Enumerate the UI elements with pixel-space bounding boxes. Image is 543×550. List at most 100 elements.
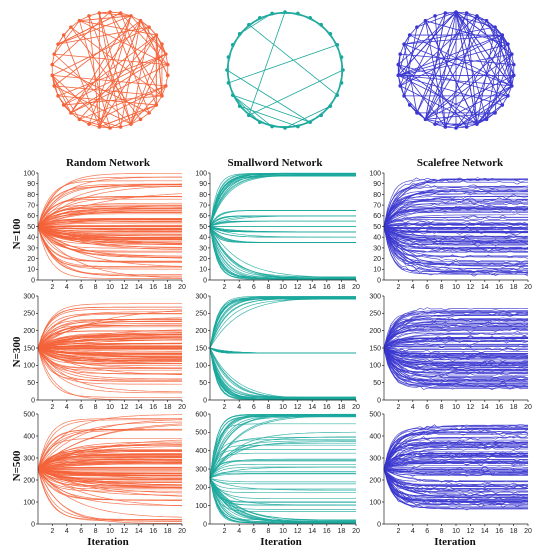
series-line <box>383 347 528 357</box>
series-line <box>209 347 356 354</box>
graph-node <box>475 14 479 18</box>
panel-random-N500: 0 100 200 300 400 500 2 4 6 8 10 12 14 16 18 20 <box>23 411 186 535</box>
series-line <box>209 478 356 523</box>
x-tick-label: 4 <box>237 284 241 291</box>
graph-edge <box>98 20 141 128</box>
series-line <box>37 468 182 473</box>
series-line <box>209 296 356 349</box>
x-tick-label: 2 <box>223 528 227 535</box>
y-tick-label: 500 <box>23 411 35 418</box>
graph-node <box>160 94 164 98</box>
y-tick-label: 80 <box>199 192 207 199</box>
x-tick-label: 14 <box>135 284 143 291</box>
series-line <box>37 193 183 227</box>
x-tick-label: 20 <box>524 528 532 535</box>
series-line <box>383 309 528 349</box>
series-line <box>383 347 528 382</box>
graph-node <box>230 43 235 47</box>
x-tick-label: 10 <box>279 528 287 535</box>
series-line <box>209 347 356 399</box>
graph-node <box>230 93 235 97</box>
series-line <box>37 414 183 470</box>
series-line <box>209 415 356 479</box>
series-line <box>37 468 182 479</box>
x-tick-label: 8 <box>440 528 444 535</box>
series-line <box>209 436 356 479</box>
series-line <box>37 468 183 494</box>
graph-edge <box>228 44 338 84</box>
series-line <box>383 347 528 354</box>
series-line <box>209 215 356 227</box>
x-tick-label: 12 <box>467 284 475 291</box>
graph-node <box>129 14 133 18</box>
graph-node <box>506 42 510 46</box>
series-line <box>37 333 183 349</box>
series-line <box>209 347 356 399</box>
graph-node <box>433 122 437 126</box>
graph-edge <box>130 85 167 125</box>
y-tick-label: 200 <box>369 477 381 484</box>
graph-edge <box>455 53 513 129</box>
x-tick-label: 12 <box>121 284 129 291</box>
series-line <box>383 335 528 349</box>
y-tick-label: 150 <box>23 345 35 352</box>
series-line <box>37 313 182 349</box>
series-line <box>383 347 528 379</box>
series-line <box>37 186 182 227</box>
series-line <box>383 226 529 231</box>
row-label-300: N=300 <box>11 336 23 367</box>
graph-node <box>270 11 274 16</box>
series-line <box>37 347 183 364</box>
x-tick-label: 10 <box>279 284 287 291</box>
series-line <box>383 322 528 349</box>
series-line <box>383 468 528 510</box>
graph-edge <box>109 11 163 97</box>
column-title-random: Random Network <box>66 157 151 169</box>
series-line <box>37 226 182 263</box>
series-line <box>37 204 182 227</box>
series-line <box>383 468 528 495</box>
graph-edge <box>248 69 344 116</box>
graph-node <box>339 55 344 59</box>
graph-edge <box>88 15 100 128</box>
series-line <box>383 467 528 473</box>
graph-edge <box>476 104 503 125</box>
y-tick-label: 150 <box>369 345 381 352</box>
series-line <box>383 342 528 348</box>
series-line <box>37 455 182 470</box>
panel-scalefree-N300: 0 50 100 150 200 250 300 2 4 6 8 10 12 14 16 18 20 <box>369 293 532 411</box>
x-tick-label: 18 <box>338 284 346 291</box>
graph-edge <box>425 12 446 120</box>
y-tick-label: 90 <box>199 181 207 188</box>
series-line <box>383 177 528 227</box>
series-line <box>209 226 356 243</box>
x-tick-label: 16 <box>323 404 331 411</box>
x-tick-label: 8 <box>266 528 270 535</box>
x-tick-label: 18 <box>338 404 346 411</box>
series-line <box>37 321 182 349</box>
series-line <box>383 347 529 379</box>
series-line <box>209 297 356 349</box>
graph-edge <box>403 43 512 87</box>
series-line <box>209 298 356 349</box>
series-line <box>383 226 528 266</box>
series-line <box>37 226 183 241</box>
series-line <box>209 226 356 280</box>
series-line <box>209 226 356 279</box>
y-tick-label: 50 <box>199 224 207 231</box>
x-tick-label: 18 <box>164 284 172 291</box>
series-line <box>209 226 356 233</box>
graph-edge <box>397 64 446 128</box>
graph-node <box>270 124 274 129</box>
series-line <box>383 317 529 349</box>
y-tick-label: 200 <box>23 328 35 335</box>
series-line <box>209 226 356 238</box>
y-tick-label: 0 <box>203 277 207 284</box>
y-tick-label: 40 <box>373 235 381 242</box>
graph-edge <box>232 94 311 123</box>
series-line <box>37 347 182 371</box>
x-tick-label: 20 <box>178 528 186 535</box>
y-tick-label: 40 <box>27 235 35 242</box>
x-tick-label: 10 <box>106 404 114 411</box>
y-tick-label: 300 <box>369 293 381 300</box>
